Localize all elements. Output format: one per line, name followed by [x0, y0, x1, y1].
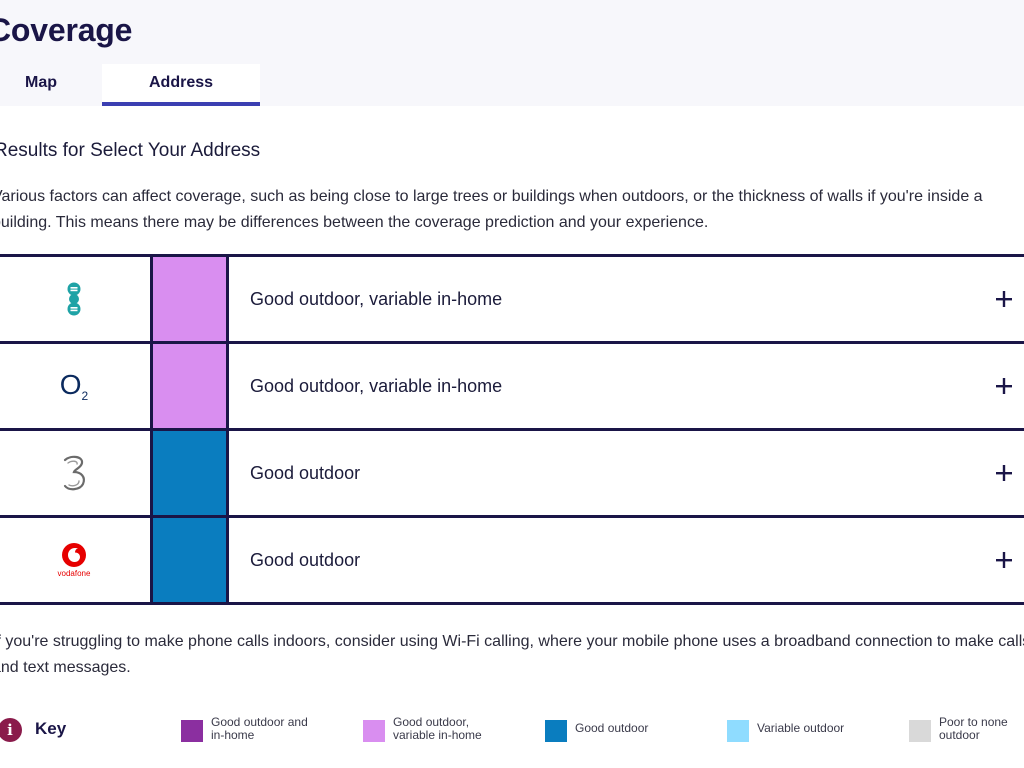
- wifi-calling-note: If you're struggling to make phone calls…: [0, 633, 1024, 676]
- coverage-swatch: [150, 431, 229, 515]
- coverage-label: Good outdoor, variable in-home: [250, 289, 503, 309]
- page-title: Coverage: [0, 12, 133, 48]
- o2-logo-sub: 2: [81, 389, 89, 403]
- operator-row-three[interactable]: Good outdoor: [0, 431, 1024, 518]
- legend-label: Good outdoor and in-home: [211, 716, 331, 742]
- legend-label: Poor to none outdoor: [939, 716, 1024, 742]
- coverage-label: Good outdoor: [250, 463, 361, 483]
- operator-row-o2[interactable]: O2 Good outdoor, variable in-home: [0, 344, 1024, 431]
- legend-swatch: [727, 720, 749, 742]
- legend-label: Good outdoor: [575, 721, 649, 735]
- results-heading: Results for Select Your Address: [0, 140, 261, 161]
- legend-line: Good outdoor,: [393, 715, 470, 729]
- ee-logo-cell: [0, 257, 148, 341]
- key-title: Key: [35, 719, 67, 738]
- ee-logo: [67, 282, 81, 316]
- legend-label: Variable outdoor: [757, 721, 845, 735]
- tab-address[interactable]: Address: [102, 64, 260, 106]
- legend-swatch: [181, 720, 203, 742]
- vodafone-logo-cell: vodafone: [0, 518, 148, 602]
- legend-swatch: [545, 720, 567, 742]
- legend-line: variable in-home: [393, 728, 482, 742]
- coverage-disclaimer: Various factors can affect coverage, suc…: [0, 188, 983, 231]
- o2-logo-cell: O2: [0, 344, 148, 428]
- operator-row-vodafone[interactable]: vodafone Good outdoor: [0, 518, 1024, 605]
- three-logo: [63, 455, 85, 491]
- legend-swatch: [363, 720, 385, 742]
- legend-line: Poor to none: [939, 715, 1008, 729]
- coverage-table: Good outdoor, variable in-home O2 Good o…: [0, 254, 1024, 605]
- info-icon: i: [0, 718, 22, 742]
- legend-swatch: [909, 720, 931, 742]
- coverage-swatch: [150, 518, 229, 602]
- legend-line: outdoor: [939, 728, 980, 742]
- plus-icon[interactable]: [988, 542, 1020, 578]
- vodafone-speech-mark-icon: [61, 543, 86, 567]
- o2-logo-letter: O: [59, 369, 82, 400]
- operator-row-ee[interactable]: Good outdoor, variable in-home: [0, 257, 1024, 344]
- legend-label: Good outdoor, variable in-home: [393, 716, 513, 742]
- coverage-label: Good outdoor: [250, 550, 361, 570]
- vodafone-logo: vodafone: [57, 542, 91, 578]
- plus-icon[interactable]: [988, 281, 1020, 317]
- legend-line: in-home: [211, 728, 255, 742]
- vodafone-wordmark: vodafone: [57, 569, 91, 578]
- coverage-swatch: [150, 257, 229, 341]
- coverage-label: Good outdoor, variable in-home: [250, 376, 503, 396]
- three-logo-cell: [0, 431, 148, 515]
- coverage-swatch: [150, 344, 229, 428]
- plus-icon[interactable]: [988, 455, 1020, 491]
- legend-line: Good outdoor and: [211, 715, 308, 729]
- tab-map[interactable]: Map: [25, 74, 57, 91]
- o2-logo: O2: [60, 369, 88, 403]
- plus-icon[interactable]: [988, 368, 1020, 404]
